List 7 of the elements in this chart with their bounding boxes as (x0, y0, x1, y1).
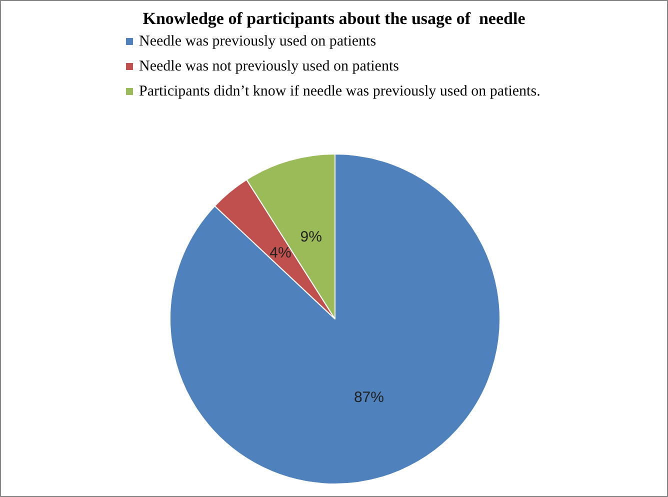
data-label: 9% (300, 228, 322, 246)
legend-label: Needle was not previously used on patients (139, 58, 400, 74)
legend-label: Needle was previously used on patients (139, 34, 376, 50)
legend-label: Participants didn’t know if needle was previously used on patients. (139, 84, 540, 100)
data-label: 4% (270, 244, 292, 262)
data-label: 87% (354, 388, 384, 406)
chart-title: Knowledge of participants about the usage of needle (142, 9, 526, 28)
